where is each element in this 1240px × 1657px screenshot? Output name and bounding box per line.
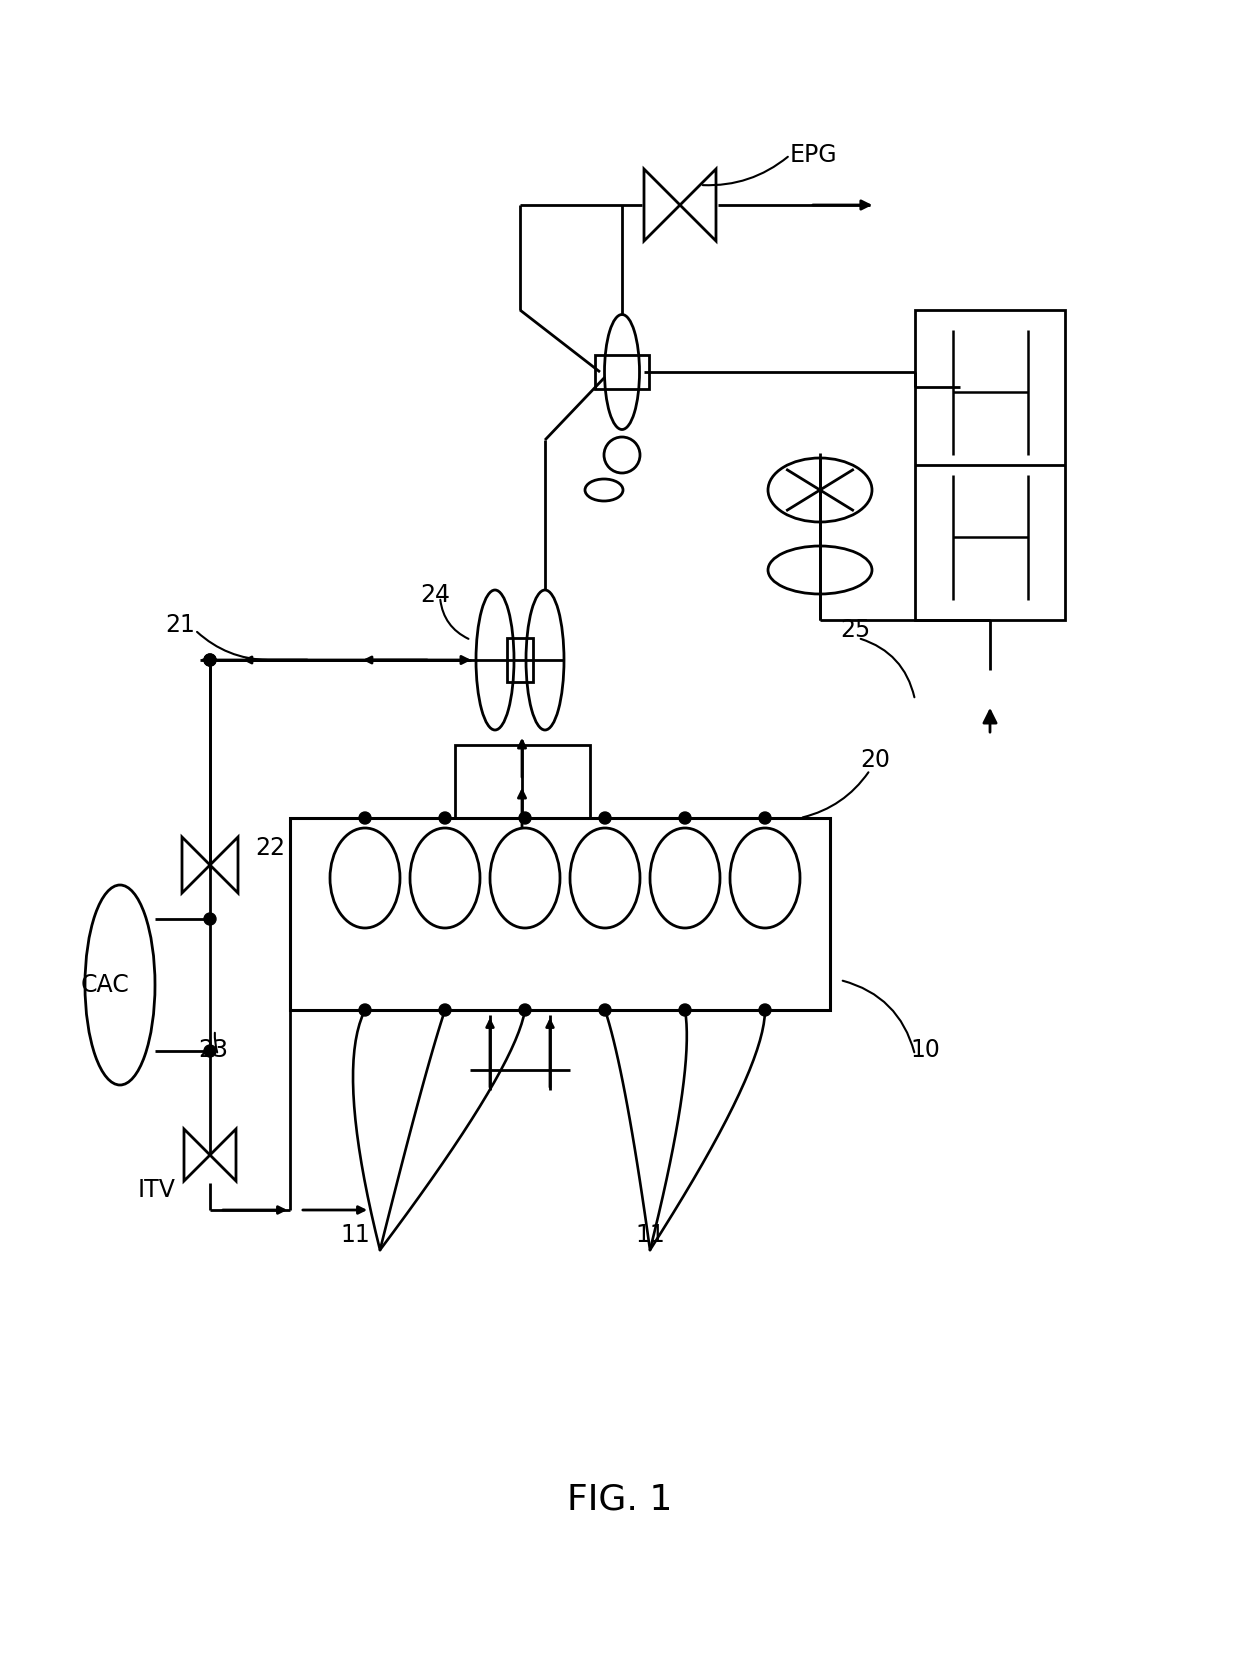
Bar <box>595 355 649 389</box>
Text: 10: 10 <box>910 1037 940 1062</box>
Text: 11: 11 <box>635 1223 665 1248</box>
Text: 24: 24 <box>420 583 450 606</box>
Circle shape <box>759 812 771 824</box>
Circle shape <box>599 812 611 824</box>
Text: 22: 22 <box>255 837 285 860</box>
Circle shape <box>680 812 691 824</box>
Circle shape <box>520 1004 531 1016</box>
Text: EPG: EPG <box>790 143 838 167</box>
Text: ITV: ITV <box>138 1178 175 1201</box>
Bar <box>507 638 533 683</box>
Bar <box>290 819 830 1011</box>
Circle shape <box>205 655 216 666</box>
Text: FIG. 1: FIG. 1 <box>568 1483 672 1518</box>
Text: 21: 21 <box>165 613 195 636</box>
Circle shape <box>599 1004 611 1016</box>
Text: 23: 23 <box>198 1037 228 1062</box>
Circle shape <box>360 1004 371 1016</box>
Text: CAC: CAC <box>81 973 129 998</box>
Circle shape <box>680 1004 691 1016</box>
Circle shape <box>439 812 451 824</box>
Text: 11: 11 <box>340 1223 370 1248</box>
Circle shape <box>360 812 371 824</box>
Circle shape <box>205 913 216 925</box>
Circle shape <box>439 1004 451 1016</box>
Bar <box>455 746 590 819</box>
Circle shape <box>520 812 531 824</box>
Circle shape <box>205 1046 216 1057</box>
Text: 25: 25 <box>839 618 870 641</box>
Circle shape <box>759 1004 771 1016</box>
Circle shape <box>205 655 216 666</box>
Bar <box>915 310 1065 620</box>
Text: 20: 20 <box>861 747 890 772</box>
